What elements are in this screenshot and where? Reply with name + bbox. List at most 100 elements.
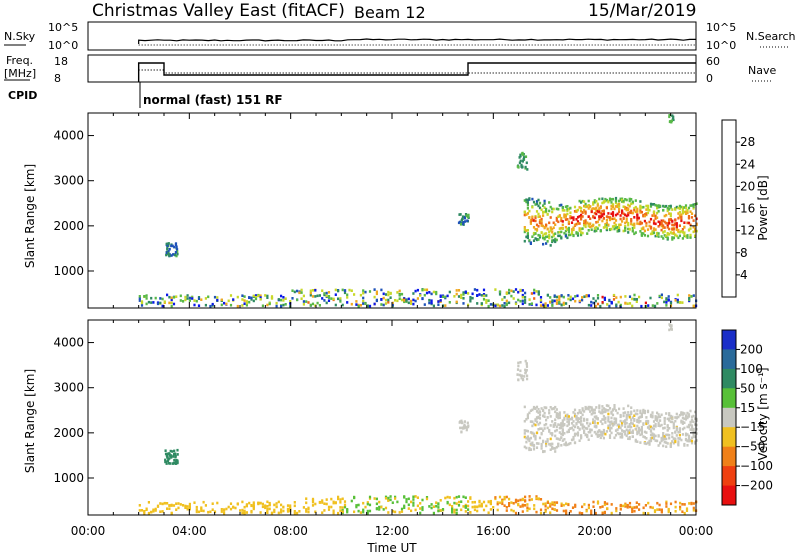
data-cell (587, 229, 590, 232)
data-cell (636, 412, 639, 416)
data-cell (391, 501, 394, 504)
data-cell (633, 506, 636, 509)
data-cell (152, 510, 155, 513)
data-cell (305, 497, 308, 500)
data-cell (501, 304, 504, 307)
data-cell (407, 497, 410, 501)
data-cell (164, 458, 167, 462)
data-cell (252, 299, 255, 303)
data-cell (494, 496, 497, 499)
data-cell (245, 511, 248, 514)
data-cell (598, 223, 601, 227)
data-cell (176, 252, 179, 256)
data-cell (692, 203, 695, 206)
data-cell (578, 222, 581, 225)
data-cell (586, 418, 589, 421)
data-cell (596, 502, 600, 505)
data-cell (665, 221, 668, 225)
data-cell (248, 296, 251, 299)
data-cell (635, 501, 638, 504)
data-cell (622, 205, 625, 208)
data-cell (498, 293, 502, 296)
data-cell (590, 434, 593, 437)
data-cell (558, 230, 561, 234)
data-cell (362, 302, 365, 305)
data-cell (549, 502, 552, 506)
data-cell (651, 203, 654, 206)
data-cell (628, 197, 631, 201)
data-cell (636, 424, 639, 428)
data-cell (327, 505, 331, 509)
data-cell (666, 209, 669, 213)
data-cell (687, 413, 691, 416)
data-cell (639, 411, 642, 415)
data-cell (648, 427, 651, 430)
data-cell (586, 435, 589, 438)
data-cell (309, 291, 312, 295)
data-cell (684, 212, 688, 215)
data-cell (561, 209, 564, 212)
data-cell (663, 417, 666, 420)
data-cell (675, 412, 678, 416)
data-cell (567, 226, 570, 230)
data-cell (494, 288, 497, 291)
data-cell (627, 432, 630, 435)
data-cell (627, 223, 630, 227)
data-cell (156, 302, 160, 306)
data-cell (145, 297, 148, 300)
data-cell (543, 236, 546, 240)
data-cell (154, 296, 157, 300)
data-cell (607, 404, 610, 408)
data-cell (572, 438, 575, 441)
data-cell (645, 208, 648, 211)
data-cell (587, 506, 590, 510)
data-cell (544, 510, 547, 513)
data-cell (561, 430, 564, 434)
data-cell (405, 299, 408, 302)
data-cell (535, 495, 538, 498)
data-cell (560, 294, 563, 297)
data-cell (633, 293, 636, 297)
data-cell (690, 212, 694, 215)
data-cell (551, 207, 554, 211)
data-cell (666, 417, 669, 421)
data-cell (660, 235, 663, 238)
data-cell (584, 212, 587, 215)
data-cell (164, 449, 167, 452)
data-cell (557, 234, 560, 238)
data-cell (680, 216, 683, 219)
data-cell (204, 303, 207, 307)
data-cell (633, 232, 636, 236)
data-cell (692, 428, 695, 432)
data-cell (572, 226, 575, 230)
data-cell (311, 289, 315, 292)
data-cell (599, 304, 602, 308)
data-cell (309, 293, 312, 297)
data-cell (302, 303, 305, 306)
data-cell (478, 293, 481, 296)
data-cell (533, 291, 536, 295)
data-cell (529, 218, 532, 222)
data-cell (584, 222, 587, 226)
data-cell (643, 436, 646, 439)
data-cell (685, 507, 689, 510)
data-cell (362, 508, 365, 512)
data-cell (689, 428, 692, 431)
data-cell (674, 299, 677, 302)
data-cell (543, 406, 546, 409)
data-cell (686, 234, 689, 237)
data-cell (465, 428, 468, 432)
data-cell (339, 300, 342, 303)
data-cell (607, 416, 610, 419)
data-cell (327, 508, 331, 511)
data-cell (631, 200, 634, 204)
data-cell (318, 294, 321, 297)
data-cell (543, 423, 546, 427)
data-cell (639, 207, 642, 210)
data-cell (403, 300, 406, 304)
data-cell (289, 506, 292, 510)
data-cell (168, 507, 171, 510)
data-cell (514, 511, 518, 515)
data-cell (607, 212, 610, 215)
data-cell (633, 216, 636, 219)
